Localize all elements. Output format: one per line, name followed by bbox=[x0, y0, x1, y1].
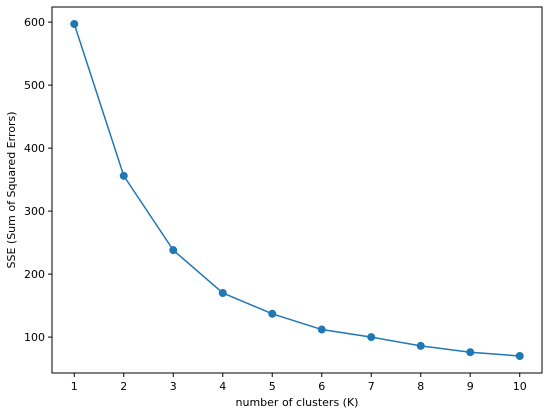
data-point-k2 bbox=[119, 171, 128, 180]
y-tick-label: 600 bbox=[24, 16, 45, 29]
x-axis-label: number of clusters (K) bbox=[236, 396, 359, 409]
y-tick-label: 500 bbox=[24, 79, 45, 92]
sse-series-markers bbox=[70, 20, 524, 360]
sse-series-line bbox=[73, 23, 520, 357]
x-tick-label: 3 bbox=[170, 380, 177, 393]
data-point-k9 bbox=[466, 348, 475, 357]
y-tick-label: 300 bbox=[24, 205, 45, 218]
data-point-k6 bbox=[317, 325, 326, 334]
x-tick-label: 5 bbox=[269, 380, 276, 393]
x-tick-label: 10 bbox=[513, 380, 527, 393]
data-point-k10 bbox=[515, 351, 524, 360]
x-tick-label: 2 bbox=[120, 380, 127, 393]
x-tick-label: 4 bbox=[219, 380, 226, 393]
data-point-k3 bbox=[169, 246, 178, 255]
x-tick-label: 7 bbox=[368, 380, 375, 393]
data-point-k8 bbox=[416, 341, 425, 350]
data-point-k7 bbox=[367, 333, 376, 342]
y-tick-label: 400 bbox=[24, 142, 45, 155]
y-axis-label: SSE (Sum of Squared Errors) bbox=[5, 111, 18, 268]
x-tick-label: 8 bbox=[417, 380, 424, 393]
x-axis-ticks: 1 2 3 4 5 6 7 8 9 10 bbox=[71, 373, 527, 393]
data-point-k4 bbox=[218, 288, 227, 297]
plot-area bbox=[51, 6, 543, 374]
x-tick-label: 6 bbox=[318, 380, 325, 393]
data-point-k1 bbox=[70, 20, 79, 29]
y-axis-ticks: 100 200 300 400 500 600 bbox=[24, 16, 52, 344]
x-tick-label: 9 bbox=[467, 380, 474, 393]
y-tick-label: 200 bbox=[24, 268, 45, 281]
y-tick-label: 100 bbox=[24, 331, 45, 344]
data-point-k5 bbox=[268, 309, 277, 318]
x-tick-label: 1 bbox=[71, 380, 78, 393]
